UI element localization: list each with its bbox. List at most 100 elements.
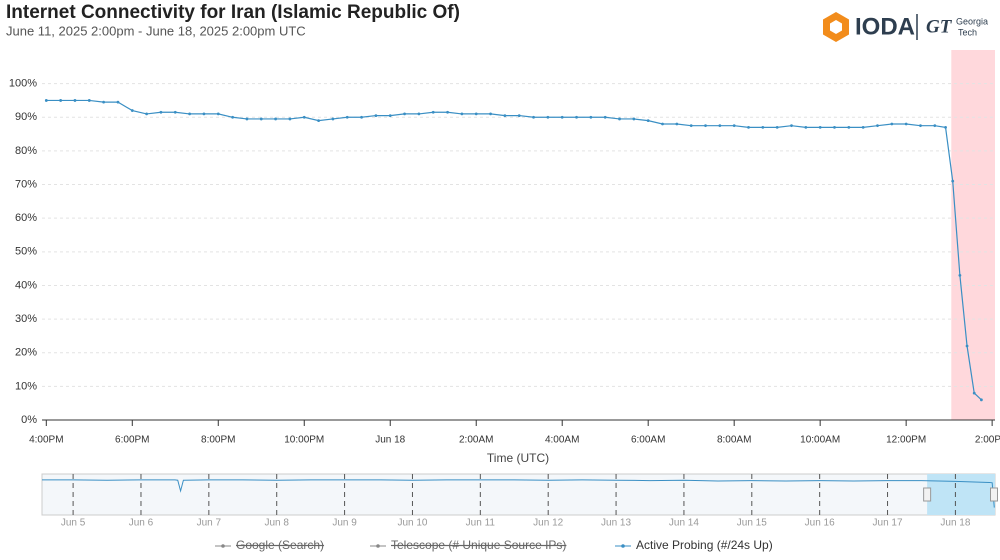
- data-point: [431, 110, 435, 114]
- main-chart: 0% 10% 20% 30% 40% 50% 60% 70% 80% 90% 100% 4:00PM 6…: [9, 50, 1000, 446]
- data-point: [302, 115, 306, 119]
- data-point: [646, 119, 650, 123]
- y-tick-label: 80%: [15, 145, 37, 157]
- data-point: [116, 100, 120, 104]
- data-point: [288, 117, 292, 121]
- data-point: [618, 117, 621, 121]
- data-point: [388, 114, 392, 117]
- data-point: [704, 124, 707, 128]
- y-tick-label: 10%: [15, 380, 37, 392]
- y-tick-label: 100%: [9, 78, 37, 90]
- data-point: [861, 125, 865, 129]
- data-point: [876, 124, 879, 128]
- navigator-tick-label: Jun 15: [737, 518, 767, 529]
- legend-label[interactable]: Active Probing (#/24s Up): [636, 538, 773, 552]
- data-point: [503, 114, 507, 117]
- y-tick-label: 50%: [15, 246, 37, 258]
- x-tick-label: 6:00AM: [631, 435, 665, 446]
- y-tick-label: 70%: [15, 178, 37, 190]
- navigator-tick-label: Jun 12: [533, 518, 563, 529]
- data-point: [890, 122, 894, 126]
- data-point: [532, 115, 535, 119]
- data-point: [331, 117, 335, 121]
- navigator-tick-label: Jun 10: [397, 518, 427, 529]
- y-tick-label: 20%: [15, 347, 37, 359]
- data-point: [274, 117, 277, 121]
- navigator-tick-label: Jun 9: [332, 518, 357, 529]
- x-tick-label: 6:00PM: [115, 435, 149, 446]
- data-point: [732, 124, 736, 128]
- data-point: [417, 112, 421, 116]
- data-point: [245, 117, 249, 121]
- legend-dot: [376, 544, 380, 548]
- partner-1: Georgia: [956, 16, 988, 26]
- x-tick-label: 4:00PM: [29, 435, 63, 446]
- data-point: [102, 100, 106, 104]
- x-tick-label: 10:00AM: [800, 435, 840, 446]
- data-point: [546, 115, 550, 119]
- navigator-tick-label: Jun 18: [940, 518, 970, 529]
- data-point: [979, 398, 983, 402]
- data-point: [761, 125, 765, 129]
- data-point: [202, 112, 206, 116]
- navigator-tick-label: Jun 7: [197, 518, 222, 529]
- data-point: [317, 119, 320, 123]
- outage-band: [951, 50, 995, 420]
- data-point: [589, 115, 593, 119]
- navigator-tick-label: Jun 13: [601, 518, 631, 529]
- navigator-tick-label: Jun 17: [873, 518, 903, 529]
- data-point: [632, 117, 636, 121]
- data-point: [59, 99, 63, 102]
- x-tick-label: 10:00PM: [284, 435, 324, 446]
- navigator-tick-label: Jun 14: [669, 518, 699, 529]
- x-tick-label: 12:00PM: [886, 435, 926, 446]
- logo-hex-inner: [830, 20, 842, 34]
- data-point: [145, 112, 149, 116]
- partner-2: Tech: [958, 27, 977, 37]
- navigator-handle[interactable]: [990, 487, 998, 502]
- navigator-handle[interactable]: [923, 487, 932, 502]
- data-point: [216, 112, 220, 116]
- data-point: [87, 99, 91, 102]
- data-point: [575, 115, 578, 119]
- data-point: [560, 115, 564, 119]
- y-tick-label: 0%: [21, 414, 37, 426]
- data-point: [517, 114, 521, 117]
- legend: Google (Search) Telescope (# Unique Sourc…: [215, 538, 773, 552]
- data-point: [972, 391, 976, 395]
- data-point: [460, 112, 464, 116]
- data-point: [718, 124, 722, 128]
- data-point: [933, 124, 937, 128]
- y-tick-label: 40%: [15, 279, 37, 291]
- logo-text: IODA: [855, 13, 915, 40]
- data-point: [775, 125, 779, 129]
- ioda-logo: IODA GT Georgia Tech: [823, 12, 988, 42]
- legend-label[interactable]: Telescope (# Unique Source IPs): [391, 538, 566, 552]
- data-point: [833, 125, 836, 129]
- data-point: [689, 124, 693, 128]
- data-point: [790, 124, 793, 128]
- x-tick-label: 8:00PM: [201, 435, 235, 446]
- x-tick-label: 2:00PM: [975, 435, 1000, 446]
- legend-label[interactable]: Google (Search): [236, 538, 324, 552]
- data-point: [675, 122, 679, 126]
- data-point: [259, 117, 263, 121]
- navigator-tick-label: Jun 8: [264, 518, 289, 529]
- data-point: [489, 112, 492, 116]
- data-point: [818, 125, 822, 129]
- data-point: [446, 110, 449, 114]
- data-point: [345, 115, 349, 119]
- data-point: [173, 110, 177, 114]
- navigator-tick-label: Jun 6: [129, 518, 154, 529]
- navigator-line: [42, 479, 995, 508]
- navigator-tick-label: Jun 5: [61, 518, 86, 529]
- legend-dot: [621, 544, 625, 548]
- data-point: [847, 125, 851, 129]
- data-point: [747, 125, 750, 129]
- navigator-tick-label: Jun 11: [466, 518, 496, 529]
- y-tick-label: 30%: [15, 313, 37, 325]
- x-tick-label: 2:00AM: [459, 435, 493, 446]
- data-point: [231, 115, 235, 119]
- data-point: [188, 112, 192, 116]
- data-point: [130, 109, 134, 112]
